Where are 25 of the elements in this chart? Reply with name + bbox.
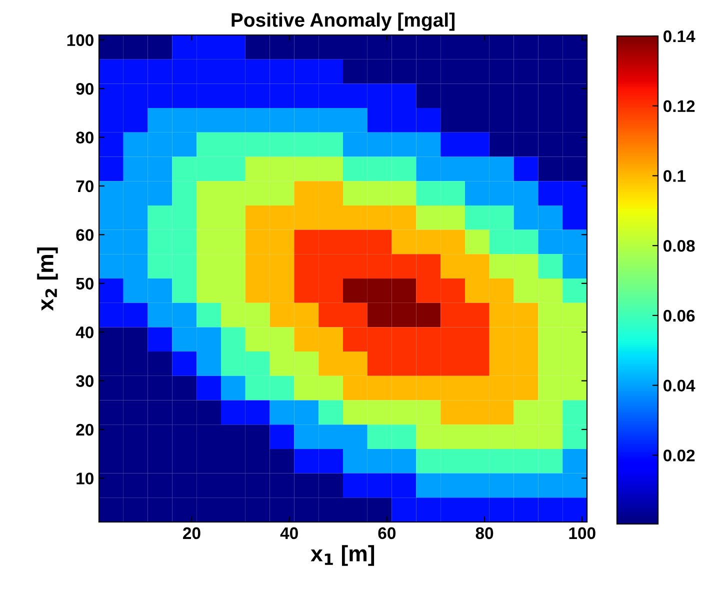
y-tick-label: 40 <box>76 326 94 338</box>
color-bar-label: 0.08 <box>664 240 695 252</box>
y-tick-label: 80 <box>76 132 94 144</box>
y-tick-label: 20 <box>76 424 94 436</box>
y-tick-label: 100 <box>67 34 94 46</box>
color-bar-label: 0.02 <box>664 450 695 462</box>
x-axis-title: x$_{1}$ [m] <box>310 545 374 566</box>
x-tick-label: 80 <box>476 527 494 540</box>
color-bar-label: 0.06 <box>664 310 695 322</box>
y-tick-label: 60 <box>76 229 94 241</box>
y-axis-title: x$_{2}$ [m] <box>37 247 58 311</box>
color-bar-label: 0.12 <box>664 100 695 112</box>
x-tick-label: 100 <box>569 527 596 540</box>
y-tick-label: 90 <box>76 82 94 95</box>
x-tick-label: 20 <box>183 527 200 540</box>
x-tick-label: 60 <box>378 527 396 540</box>
y-tick-label: 50 <box>76 278 94 290</box>
color-bar-label: 0.14 <box>664 30 696 42</box>
y-tick-label: 70 <box>76 180 94 192</box>
y-tick-label: 30 <box>76 375 94 387</box>
y-tick-label: 10 <box>76 472 94 484</box>
color-bar-label: 0.1 <box>664 170 686 182</box>
color-bar-label: 0.04 <box>664 380 696 392</box>
chart-title: Positive Anomaly [mgal] <box>232 12 454 31</box>
x-tick-label: 40 <box>280 527 298 540</box>
